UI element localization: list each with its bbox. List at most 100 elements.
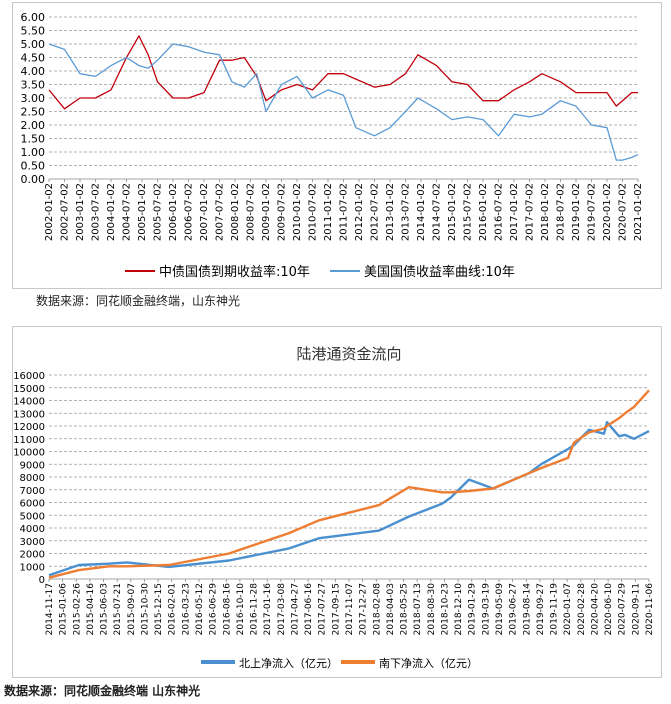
x-tick-label: 2018-01-02 <box>540 183 551 241</box>
x-tick-label: 2014-07-02 <box>432 183 443 241</box>
y-tick-label: 10000 <box>13 448 45 459</box>
x-tick-label: 2015-07-02 <box>463 183 474 241</box>
x-tick-label: 2007-07-02 <box>215 183 226 241</box>
x-tick-label: 2016-03-23 <box>181 583 191 635</box>
x-tick-label: 2018-08-30 <box>427 583 437 636</box>
legend-label-2: 美国国债收益率曲线:10年 <box>364 264 515 280</box>
source-note-top: 数据来源：同花顺金融终端，山东神光 <box>36 294 241 308</box>
x-tick-label: 2020-07-29 <box>618 583 628 636</box>
x-tick-label: 2016-10-10 <box>236 583 246 636</box>
y-tick-label: 3.00 <box>21 92 46 105</box>
y-tick-label: 16000 <box>13 371 45 382</box>
series-line-2 <box>48 389 650 579</box>
source-note-bottom: 数据来源：同花顺金融终端 山东神光 <box>4 684 201 698</box>
y-tick-label: 6000 <box>20 499 45 510</box>
x-tick-label: 2016-02-01 <box>168 583 178 635</box>
x-tick-label: 2011-01-02 <box>323 183 334 241</box>
x-tick-label: 2019-11-19 <box>550 583 560 636</box>
x-tick-label: 2019-09-27 <box>536 583 546 635</box>
y-tick-label: 5.50 <box>21 25 46 38</box>
y-tick-label: 0.50 <box>21 160 46 173</box>
y-tick-label: 4000 <box>20 524 45 535</box>
x-tick-label: 2015-10-30 <box>140 583 150 636</box>
x-tick-label: 2018-10-23 <box>440 583 450 635</box>
x-tick-label: 2020-06-10 <box>604 583 614 636</box>
x-tick-label: 2020-02-28 <box>577 583 587 636</box>
x-tick-label: 2010-01-02 <box>292 183 303 241</box>
y-tick-label: 8000 <box>20 473 45 484</box>
x-tick-label: 2016-11-28 <box>250 583 260 636</box>
x-tick-label: 2008-07-02 <box>246 183 257 241</box>
x-tick-label: 2003-07-02 <box>91 183 102 241</box>
x-tick-label: 2015-01-06 <box>59 583 69 636</box>
x-tick-label: 2015-07-21 <box>113 583 123 635</box>
x-tick-label: 2018-04-03 <box>386 583 396 635</box>
x-tick-label: 2019-08-14 <box>522 583 532 636</box>
y-tick-label: 0.00 <box>21 173 46 186</box>
x-tick-label: 2014-01-02 <box>416 183 427 241</box>
y-tick-label: 5.00 <box>21 38 46 51</box>
x-tick-label: 2012-07-02 <box>370 183 381 241</box>
x-tick-label: 2015-09-07 <box>127 583 137 635</box>
x-tick-label: 2003-01-02 <box>75 183 86 241</box>
x-tick-label: 2017-09-15 <box>331 583 341 635</box>
x-tick-label: 2020-07-02 <box>618 183 629 241</box>
chart-title: 陆港通资金流向 <box>296 345 401 363</box>
x-tick-label: 2020-01-07 <box>563 583 573 635</box>
x-tick-label: 2009-01-02 <box>261 183 272 241</box>
x-tick-label: 2020-04-20 <box>590 583 600 636</box>
x-tick-label: 2015-06-03 <box>100 583 110 635</box>
x-tick-label: 2019-07-02 <box>587 183 598 241</box>
x-tick-label: 2015-12-15 <box>154 583 164 635</box>
x-tick-label: 2018-02-08 <box>372 583 382 636</box>
x-tick-label: 2014-11-17 <box>45 583 55 635</box>
y-tick-label: 2.00 <box>21 119 46 132</box>
x-tick-label: 2020-01-02 <box>602 183 613 241</box>
x-tick-label: 2006-01-02 <box>168 183 179 241</box>
x-tick-label: 2019-05-09 <box>495 583 505 636</box>
x-tick-label: 2020-11-06 <box>645 583 655 636</box>
x-tick-label: 2019-01-29 <box>468 583 478 636</box>
x-tick-label: 2018-12-10 <box>454 583 464 636</box>
x-tick-label: 2016-06-29 <box>209 583 219 636</box>
x-tick-label: 2017-12-27 <box>359 583 369 635</box>
y-tick-label: 9000 <box>20 460 45 471</box>
x-tick-label: 2002-01-02 <box>44 183 55 241</box>
x-tick-label: 2019-03-19 <box>481 583 491 636</box>
x-tick-label: 2005-01-02 <box>137 183 148 241</box>
y-tick-label: 1000 <box>20 562 45 573</box>
x-tick-label: 2021-01-02 <box>633 183 644 241</box>
x-tick-label: 2013-07-02 <box>401 183 412 241</box>
x-tick-label: 2015-04-16 <box>86 583 96 636</box>
legend-label-1: 中债国债到期收益率:10年 <box>159 264 310 280</box>
y-tick-label: 4.50 <box>21 52 46 65</box>
y-tick-label: 13000 <box>13 409 45 420</box>
x-tick-label: 2008-01-02 <box>230 183 241 241</box>
y-tick-label: 1.50 <box>21 133 46 146</box>
yield-chart: 6.005.505.004.504.003.503.002.502.001.50… <box>21 11 645 280</box>
x-tick-label: 2017-06-16 <box>304 583 314 636</box>
legend-label-1: 北上净流入（亿元） <box>239 656 338 670</box>
x-tick-label: 2011-07-02 <box>339 183 350 241</box>
y-tick-label: 6.00 <box>21 11 46 24</box>
x-tick-label: 2017-04-27 <box>290 583 300 635</box>
x-tick-label: 2015-02-26 <box>72 583 82 636</box>
x-tick-label: 2016-07-02 <box>494 183 505 241</box>
x-tick-label: 2017-03-08 <box>277 583 287 636</box>
y-tick-label: 14000 <box>13 397 45 408</box>
y-tick-label: 5000 <box>20 511 45 522</box>
x-tick-label: 2020-09-11 <box>631 583 641 635</box>
y-tick-label: 7000 <box>20 486 45 497</box>
y-tick-label: 3.50 <box>21 79 46 92</box>
legend-label-2: 南下净流入（亿元） <box>379 656 478 670</box>
series-line-1 <box>48 35 638 110</box>
y-tick-label: 4.00 <box>21 65 46 78</box>
y-tick-label: 12000 <box>13 422 45 433</box>
series-line-2 <box>48 43 639 161</box>
x-tick-label: 2013-01-02 <box>385 183 396 241</box>
x-tick-label: 2018-05-25 <box>400 583 410 635</box>
y-tick-label: 2.50 <box>21 106 46 119</box>
x-tick-label: 2002-07-02 <box>60 183 71 241</box>
y-tick-label: 3000 <box>20 537 45 548</box>
